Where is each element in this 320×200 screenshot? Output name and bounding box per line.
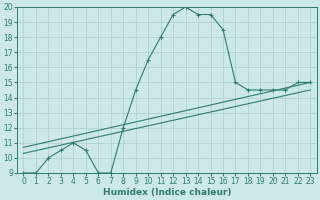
- X-axis label: Humidex (Indice chaleur): Humidex (Indice chaleur): [103, 188, 231, 197]
